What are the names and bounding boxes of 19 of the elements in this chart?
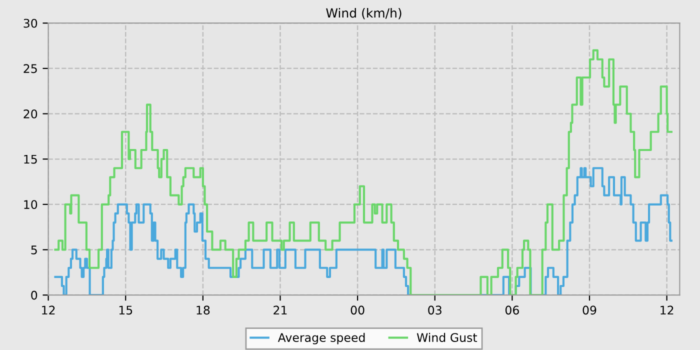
x-tick-label: 15 xyxy=(119,306,132,315)
chart-title: Wind (km/h) xyxy=(326,8,402,20)
y-tick-label: 10 xyxy=(24,200,38,210)
y-tick-label: 15 xyxy=(24,154,37,164)
x-tick-label: 12 xyxy=(42,306,55,314)
x-tick-label: 18 xyxy=(196,306,210,315)
x-tick-label: 00 xyxy=(350,306,364,315)
x-tick-label: 06 xyxy=(505,306,519,315)
legend-label: Average speed xyxy=(278,332,365,344)
x-tick-label: 03 xyxy=(428,306,442,315)
legend-label: Wind Gust xyxy=(416,332,478,342)
x-tick-label: 12 xyxy=(660,306,674,314)
y-tick-label: 0 xyxy=(31,290,38,300)
x-tick-label: 09 xyxy=(582,306,596,315)
y-tick-label: 25 xyxy=(24,64,37,74)
y-tick-label: 30 xyxy=(24,18,38,28)
y-tick-label: 5 xyxy=(31,246,37,254)
y-tick-label: 20 xyxy=(24,109,38,118)
x-tick-label: 21 xyxy=(274,306,287,314)
